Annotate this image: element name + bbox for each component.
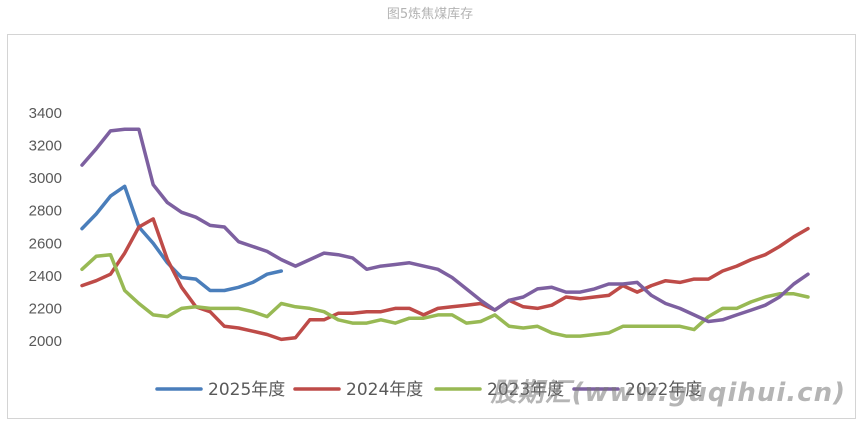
legend-label-1: 2024年度 [346,380,423,400]
y-tick-label: 3200 [29,138,62,155]
legend-label-0: 2025年度 [208,380,285,400]
legend-label-3: 2022年度 [625,380,702,400]
series-lines [80,127,810,342]
y-tick-label: 2600 [29,235,62,252]
chart-caption: 图5炼焦煤库存 [386,7,474,22]
legend-label-2: 2023年度 [487,380,564,400]
watermark-text: 股期汇(www.guqihui.cn) [490,378,846,408]
y-tick-label: 3000 [29,170,62,187]
series-line-3 [80,127,810,324]
y-tick-label: 2400 [29,268,62,285]
series-line-0 [80,184,284,293]
chart-frame [7,34,856,419]
y-axis-ticks: 2000 2200 2400 2600 2800 3000 3200 3400 [29,105,62,350]
y-tick-label: 3400 [29,105,62,122]
y-tick-label: 2200 [29,300,62,317]
series-line-2 [80,252,810,338]
y-tick-label: 2000 [29,333,62,350]
chart-legend: 2025年度 2024年度 2023年度 2022年度 [155,380,702,400]
y-tick-label: 2800 [29,203,62,220]
